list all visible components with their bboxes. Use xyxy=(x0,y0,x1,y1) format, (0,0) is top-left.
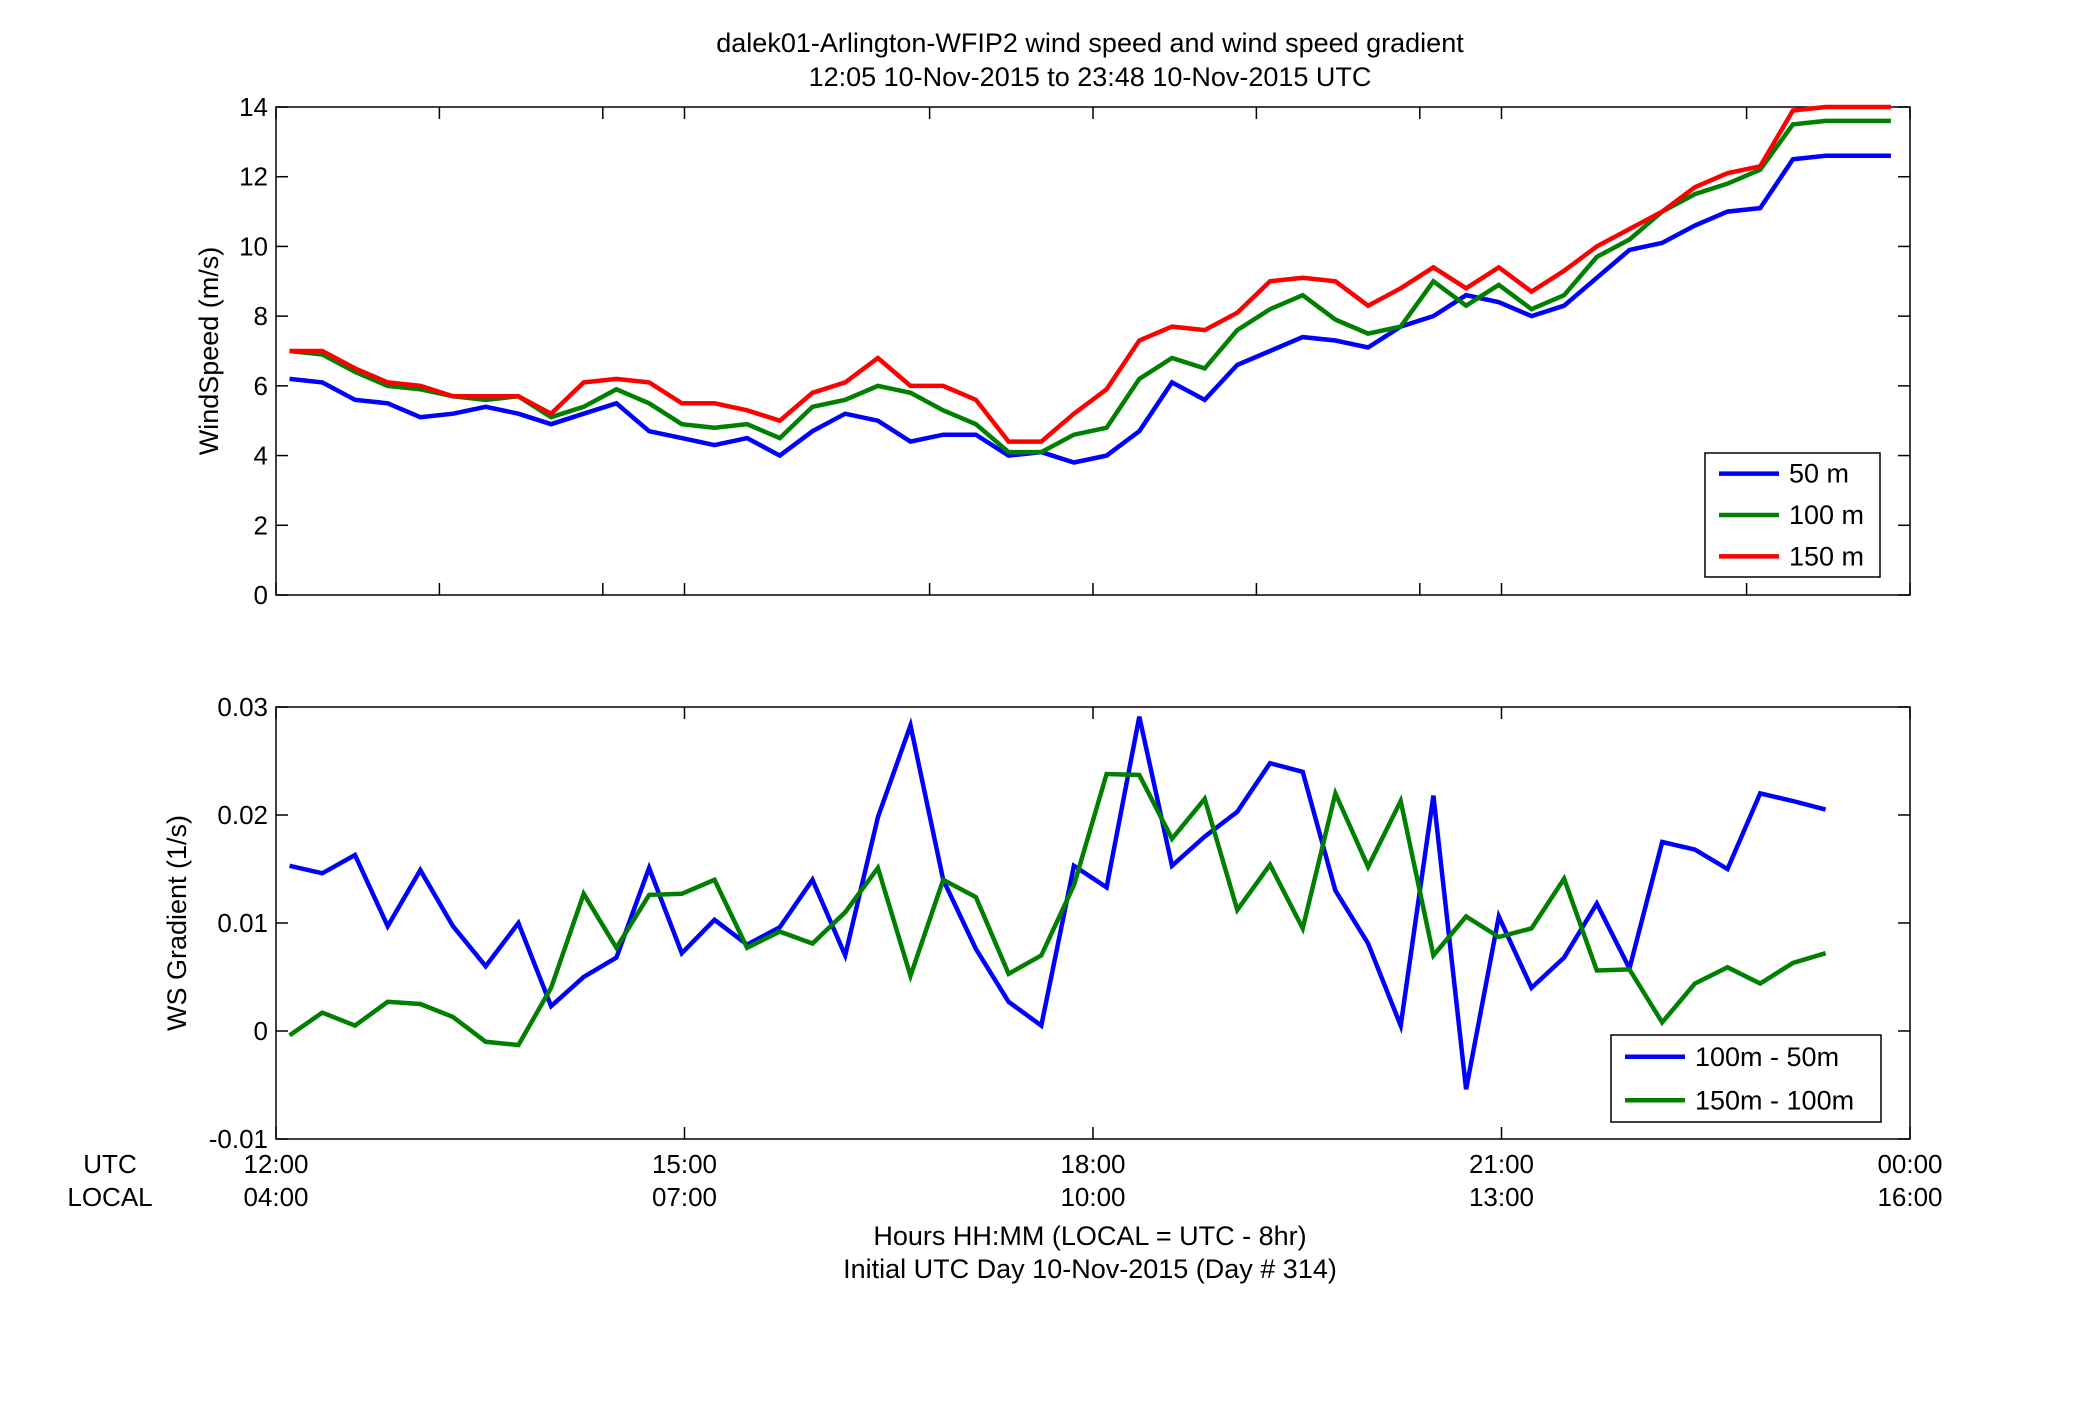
wind-speed-panel: 0 2 4 6 8 10 12 14 WindSpeed (m/s) 50 m 100 m 150 m xyxy=(194,92,1911,610)
ws-legend: 50 m 100 m 150 m xyxy=(1704,452,1881,578)
x-axis-label-line2: Initial UTC Day 10-Nov-2015 (Day # 314) xyxy=(843,1254,1337,1284)
ws-y-tick-label: 0 xyxy=(254,580,268,610)
x-tick-label-utc: 18:00 xyxy=(1060,1149,1125,1179)
ws-y-axis-label: WindSpeed (m/s) xyxy=(194,247,224,456)
ws-series-line-50-m xyxy=(289,153,1891,465)
grad-legend-box xyxy=(1610,1034,1882,1123)
ws-y-tick-label: 4 xyxy=(254,441,268,471)
grad-y-axis-label: WS Gradient (1/s) xyxy=(162,815,192,1031)
x-tick-label-utc: 15:00 xyxy=(652,1149,717,1179)
x-tick-label-utc: 00:00 xyxy=(1877,1149,1942,1179)
grad-y-tick-label: 0.02 xyxy=(217,800,268,830)
grad-series-line-150m-100m xyxy=(288,771,1827,1048)
x-tick-label-local: 04:00 xyxy=(243,1182,308,1212)
grad-legend-label-100m-50m: 100m - 50m xyxy=(1695,1042,1839,1072)
x-tick-label-utc: 12:00 xyxy=(243,1149,308,1179)
ws-y-tick-label: 12 xyxy=(239,162,268,192)
ws-y-tick-label: 6 xyxy=(254,371,268,401)
ws-legend-label-50-m: 50 m xyxy=(1789,459,1849,489)
wind-speed-gradient-panel: -0.01 0 0.01 0.02 0.03 WS Gradient (1/s) 100m … xyxy=(162,692,1911,1154)
local-row-label: LOCAL xyxy=(67,1182,152,1212)
grad-y-tick-label: -0.01 xyxy=(209,1124,268,1154)
grad-y-tick-label: 0 xyxy=(254,1016,268,1046)
x-axis-label-line1: Hours HH:MM (LOCAL = UTC - 8hr) xyxy=(873,1221,1306,1251)
grad-y-tick-label: 0.01 xyxy=(217,908,268,938)
ws-y-tick-label: 8 xyxy=(254,301,268,331)
grad-y-tick-label: 0.03 xyxy=(217,692,268,722)
x-tick-label-local: 13:00 xyxy=(1469,1182,1534,1212)
x-tick-label-local: 07:00 xyxy=(652,1182,717,1212)
ws-legend-label-150-m: 150 m xyxy=(1789,541,1864,571)
ws-y-tick-label: 2 xyxy=(254,510,268,540)
grad-legend: 100m - 50m 150m - 100m xyxy=(1610,1034,1882,1123)
ws-series-line-150-m xyxy=(289,104,1891,444)
figure-title-line2: 12:05 10-Nov-2015 to 23:48 10-Nov-2015 U… xyxy=(809,62,1372,92)
x-tick-label-local: 16:00 xyxy=(1877,1182,1942,1212)
ws-series-line-100-m xyxy=(289,118,1891,455)
grad-series-line-100m-50m xyxy=(289,716,1827,1090)
utc-row-label: UTC xyxy=(83,1149,136,1179)
ws-legend-label-100-m: 100 m xyxy=(1789,500,1864,530)
ws-y-tick-label: 10 xyxy=(239,231,268,261)
ws-y-tick-label: 14 xyxy=(239,92,268,122)
grad-legend-label-150m-100m: 150m - 100m xyxy=(1695,1085,1854,1115)
x-tick-label-local: 10:00 xyxy=(1060,1182,1125,1212)
ws-plot-frame xyxy=(275,106,1911,596)
x-tick-label-utc: 21:00 xyxy=(1469,1149,1534,1179)
figure-title-line1: dalek01-Arlington-WFIP2 wind speed and w… xyxy=(716,28,1464,58)
